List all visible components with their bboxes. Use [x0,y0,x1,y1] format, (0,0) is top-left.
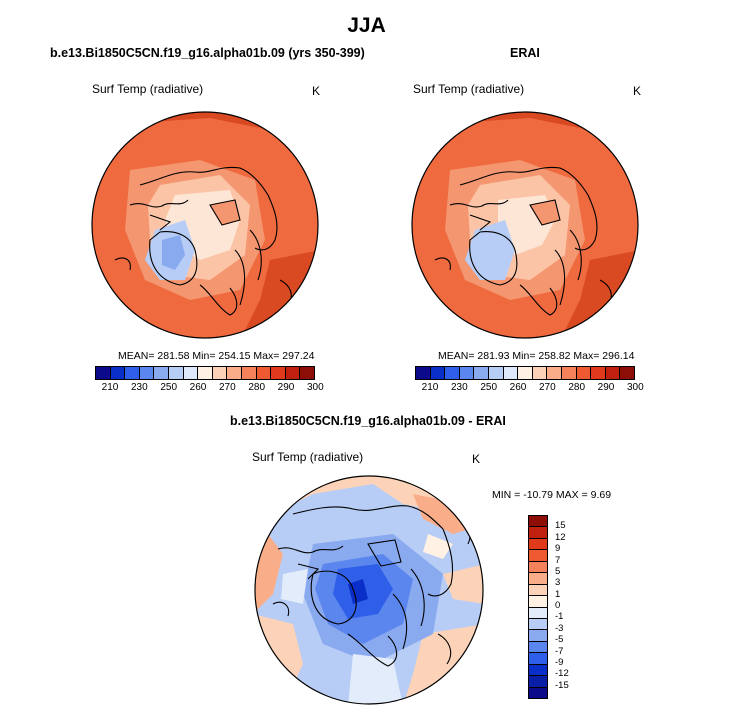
colorbar-tick-label: -3 [555,622,564,634]
panel1-units-label: K [312,84,321,98]
colorbar-swatch [591,367,606,379]
panel3-polar-map [254,475,484,705]
colorbar-swatch [529,550,547,562]
colorbar-tick-label: -9 [555,656,564,668]
colorbar-swatch [547,367,562,379]
panel3-variable-label: Surf Temp (radiative) [252,450,364,464]
panel2-units-label: K [633,84,642,98]
colorbar-tick-label: 290 [277,382,295,393]
panel1-polar-map [91,111,319,339]
colorbar-swatch [529,676,547,688]
panel1-colorbar [95,366,315,380]
colorbar-swatch [168,367,184,379]
colorbar-swatch [620,367,634,379]
figure-title: JJA [347,14,386,37]
panel3-stats: MIN = -10.79 MAX = 9.69 [492,489,612,501]
colorbar-tick-label: 250 [480,382,498,393]
colorbar-swatch [529,573,547,585]
colorbar-swatch [529,607,547,619]
colorbar-swatch [227,367,242,379]
colorbar-swatch [532,367,548,379]
colorbar-swatch [445,367,460,379]
colorbar-swatch [529,584,547,597]
colorbar-swatch [529,641,547,654]
colorbar-tick-label: 3 [555,577,561,589]
colorbar-tick-label: 7 [555,554,561,566]
colorbar-swatch [430,367,446,379]
panel1-subtitle: b.e13.Bi1850C5CN.f19_g16.alpha01b.09 (yr… [50,46,365,60]
colorbar-swatch [529,664,547,677]
panel1-stats: MEAN= 281.58 Min= 254.15 Max= 297.24 [118,350,315,362]
colorbar-tick-label: 290 [597,382,615,393]
colorbar-swatch [474,367,489,379]
panel2-polar-map [411,111,639,339]
colorbar-swatch [198,367,213,379]
colorbar-swatch [125,367,140,379]
colorbar-swatch [529,561,547,574]
colorbar-swatch [576,367,592,379]
colorbar-swatch [300,367,314,379]
panel1-colorbar-ticks: 210 230 250 260 270 280 290 300 [95,382,324,396]
colorbar-swatch [529,618,547,631]
colorbar-tick-label: 12 [555,531,566,543]
colorbar-swatch [529,527,547,539]
colorbar-swatch [529,596,547,608]
colorbar-tick-label: 5 [555,565,561,577]
colorbar-swatch [285,367,301,379]
colorbar-tick-label: 300 [627,382,644,393]
colorbar-tick-label: 15 [555,520,566,532]
panel3-subtitle: b.e13.Bi1850C5CN.f19_g16.alpha01b.09 - E… [230,414,506,428]
colorbar-swatch [271,367,286,379]
panel2-stats: MEAN= 281.93 Min= 258.82 Max= 296.14 [438,350,635,362]
colorbar-tick-label: 250 [160,382,178,393]
colorbar-swatch [139,367,155,379]
colorbar-swatch [241,367,257,379]
colorbar-tick-label: 280 [568,382,586,393]
colorbar-tick-label: 270 [219,382,236,393]
colorbar-swatch [518,367,533,379]
colorbar-tick-label: -15 [555,679,569,691]
colorbar-swatch [529,538,547,551]
colorbar-tick-label: 270 [539,382,556,393]
colorbar-tick-label: -7 [555,645,564,657]
panel2-colorbar [415,366,635,380]
colorbar-swatch [459,367,475,379]
colorbar-tick-label: 280 [248,382,266,393]
colorbar-swatch [110,367,126,379]
panel2-variable-label: Surf Temp (radiative) [413,82,525,96]
colorbar-swatch [529,653,547,665]
colorbar-swatch [154,367,169,379]
colorbar-swatch [503,367,519,379]
colorbar-swatch [183,367,199,379]
colorbar-swatch [488,367,504,379]
colorbar-tick-label: 300 [307,382,324,393]
colorbar-swatch [256,367,272,379]
colorbar-swatch [605,367,621,379]
panel2-subtitle: ERAI [510,46,540,60]
colorbar-tick-label: -1 [555,611,564,623]
colorbar-tick-label: -5 [555,634,564,646]
panel1-variable-label: Surf Temp (radiative) [92,82,204,96]
colorbar-swatch [529,516,547,528]
colorbar-swatch [212,367,228,379]
colorbar-tick-label: 210 [101,382,119,393]
colorbar-swatch [96,367,111,379]
colorbar-tick-label: 0 [555,600,561,611]
colorbar-tick-label: 230 [451,382,468,393]
colorbar-tick-label: 260 [509,382,527,393]
colorbar-tick-label: 210 [421,382,439,393]
colorbar-swatch [529,687,547,698]
panel3-colorbar [528,515,548,699]
colorbar-tick-label: 230 [131,382,148,393]
panel3-units-label: K [472,452,481,466]
colorbar-tick-label: 9 [555,543,561,555]
colorbar-tick-label: -12 [555,668,569,680]
colorbar-tick-label: 1 [555,588,561,600]
colorbar-swatch [561,367,577,379]
colorbar-swatch [416,367,431,379]
panel2-colorbar-ticks: 210 230 250 260 270 280 290 300 [415,382,644,396]
colorbar-tick-label: 260 [189,382,207,393]
colorbar-swatch [529,630,547,642]
